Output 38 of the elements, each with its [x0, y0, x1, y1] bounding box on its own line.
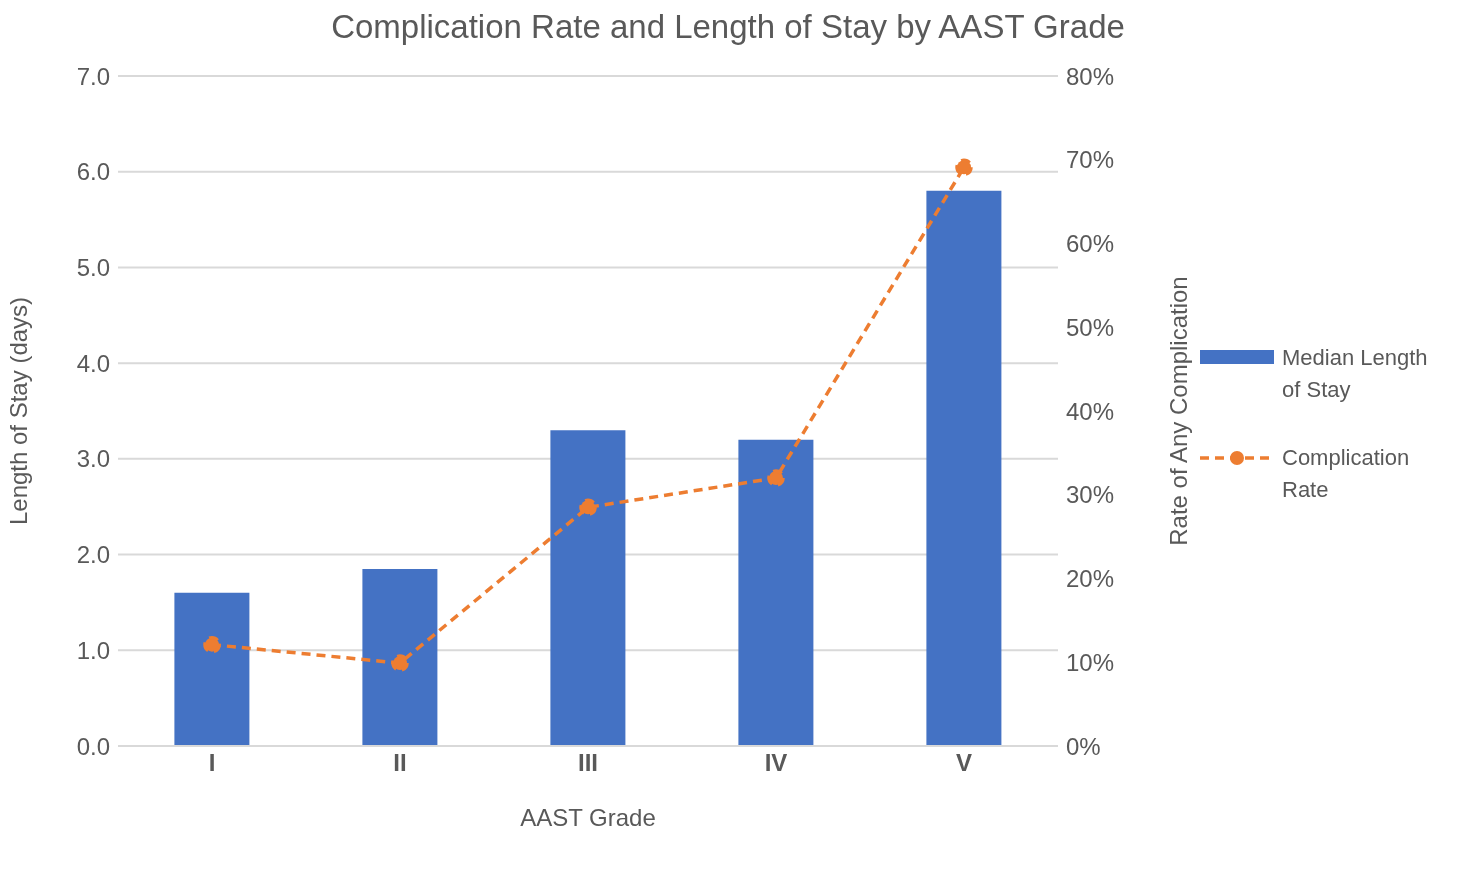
legend-label: Complication Rate [1282, 444, 1411, 504]
point [767, 469, 785, 487]
y-tick-label: 2.0 [76, 541, 110, 569]
y2-tick-label: 0% [1066, 732, 1101, 760]
y2-tick-label: 70% [1066, 146, 1115, 174]
y-tick-label: 3.0 [76, 445, 110, 473]
x-tick-label: IV [764, 749, 788, 777]
x-axis-title: AAST Grade [520, 804, 656, 831]
y-axis-title: Length of Stay (days) [4, 296, 32, 526]
bar [738, 439, 814, 746]
bar [362, 568, 438, 746]
y2-tick-label: 20% [1066, 565, 1115, 593]
point [203, 635, 221, 654]
y2-axis-title: Rate of Any Complication [1164, 276, 1192, 546]
legend-label: Median Length of Stay [1282, 344, 1429, 404]
y2-tick-label: 50% [1066, 313, 1115, 341]
x-tick-label: II [393, 749, 407, 777]
bar [926, 190, 1002, 746]
bar [174, 592, 250, 746]
y-tick-label: 6.0 [76, 158, 110, 186]
y2-tick-label: 80% [1066, 62, 1115, 90]
chart-title: Complication Rate and Length of Stay by AAST Grade [330, 8, 1126, 46]
y-tick-label: 4.0 [76, 349, 110, 377]
y-tick-label: 7.0 [76, 62, 110, 90]
point [579, 498, 597, 517]
y-tick-label: 1.0 [76, 636, 110, 664]
y-tick-label: 0.0 [76, 732, 110, 760]
y-tick-label: 5.0 [76, 253, 110, 281]
bar [550, 430, 626, 746]
x-tick-label: I [208, 749, 216, 777]
y2-tick-label: 30% [1066, 481, 1115, 509]
x-tick-label: V [955, 749, 973, 777]
point [955, 158, 973, 177]
y2-tick-label: 10% [1066, 648, 1115, 676]
point [391, 654, 409, 672]
x-tick-label: III [577, 749, 599, 777]
y2-tick-label: 60% [1066, 230, 1115, 258]
y2-tick-label: 40% [1066, 397, 1115, 425]
